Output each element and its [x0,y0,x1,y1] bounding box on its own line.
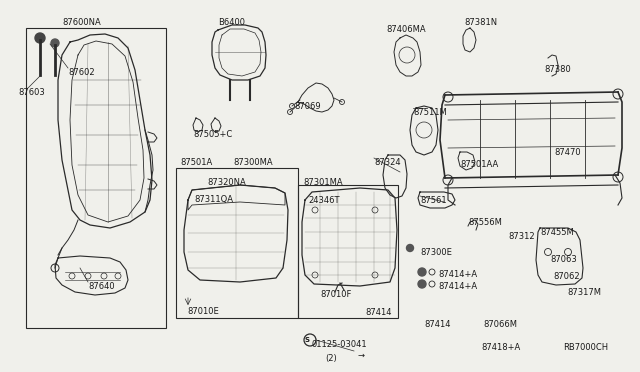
Text: 87066M: 87066M [483,320,517,329]
Bar [298,185,398,318]
Text: 87414+A: 87414+A [438,282,477,291]
Text: 87418+A: 87418+A [481,343,520,352]
Circle shape [51,39,59,47]
Text: 87010F: 87010F [320,290,351,299]
Text: 87069: 87069 [294,102,321,111]
Text: 87603: 87603 [18,88,45,97]
Text: B6400: B6400 [218,18,245,27]
Text: 87010E: 87010E [187,307,219,316]
Text: 24346T: 24346T [308,196,339,205]
Text: 87300MA: 87300MA [233,158,273,167]
Text: 87300E: 87300E [420,248,452,257]
Text: 87312: 87312 [508,232,534,241]
Text: 87501A: 87501A [180,158,212,167]
Text: 87414: 87414 [424,320,451,329]
Text: 87505+C: 87505+C [193,130,232,139]
Text: 87602: 87602 [68,68,95,77]
Text: 87380: 87380 [544,65,571,74]
Text: (2): (2) [325,354,337,363]
Circle shape [406,244,413,251]
Text: 87317M: 87317M [567,288,601,297]
Text: 87324: 87324 [374,158,401,167]
Text: 87063: 87063 [550,255,577,264]
Text: 87311QA: 87311QA [194,195,233,204]
Bar [26,28,166,328]
Text: 87414: 87414 [365,308,392,317]
Text: 87561: 87561 [420,196,447,205]
Text: →: → [358,351,365,360]
Text: 87640: 87640 [88,282,115,291]
Text: 87320NA: 87320NA [207,178,246,187]
Text: 87062: 87062 [553,272,580,281]
Text: RB7000CH: RB7000CH [563,343,608,352]
Text: 87470: 87470 [554,148,580,157]
Text: 87381N: 87381N [464,18,497,27]
Text: 87455M: 87455M [540,228,573,237]
Text: 87556M: 87556M [468,218,502,227]
Text: S: S [305,337,310,343]
Circle shape [35,33,45,43]
Text: 01125-03041: 01125-03041 [312,340,367,349]
Text: 87600NA: 87600NA [62,18,100,27]
Circle shape [418,268,426,276]
Text: 87406MA: 87406MA [386,25,426,34]
Text: 87511M: 87511M [413,108,447,117]
Text: 87301MA: 87301MA [303,178,342,187]
Bar [176,168,298,318]
Circle shape [418,280,426,288]
Text: 87414+A: 87414+A [438,270,477,279]
Text: 87501AA: 87501AA [460,160,499,169]
